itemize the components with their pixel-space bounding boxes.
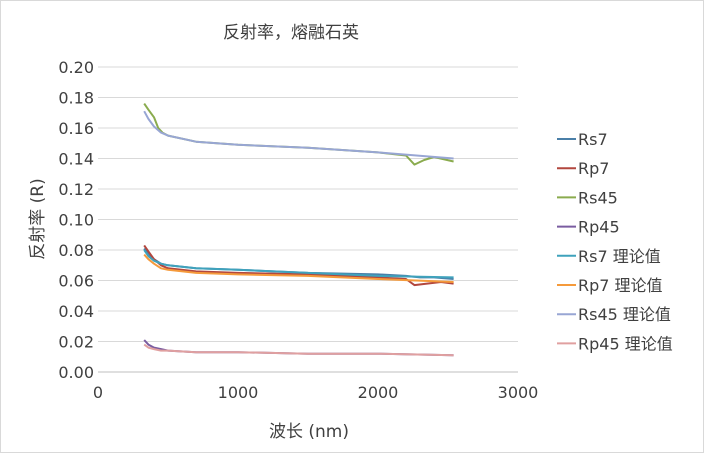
x-tick-label: 1000 bbox=[218, 383, 259, 402]
legend-entry: Rp45 理论值 bbox=[578, 334, 673, 353]
x-tick-label: 0 bbox=[93, 383, 103, 402]
legend-entry: Rp7 bbox=[578, 159, 609, 178]
legend-entry: Rs7 bbox=[578, 130, 608, 149]
y-tick-label: 0.10 bbox=[58, 211, 94, 230]
y-tick-label: 0.18 bbox=[58, 89, 94, 108]
x-axis-label: 波长 (nm) bbox=[269, 422, 349, 442]
legend-entry: Rs45 理论值 bbox=[578, 305, 671, 324]
y-tick-label: 0.04 bbox=[58, 302, 94, 321]
legend-entry: Rs45 bbox=[578, 188, 618, 207]
series-line bbox=[143, 110, 454, 160]
legend-entry: Rp45 bbox=[578, 218, 620, 237]
y-tick-label: 0.14 bbox=[58, 150, 94, 169]
y-tick-label: 0.00 bbox=[58, 363, 94, 382]
legend-entry: Rs7 理论值 bbox=[578, 247, 661, 266]
y-tick-label: 0.06 bbox=[58, 272, 94, 291]
chart-title: 反射率，熔融石英 bbox=[223, 23, 359, 43]
x-tick-label: 3000 bbox=[498, 383, 539, 402]
series-lines bbox=[143, 103, 454, 357]
y-tick-labels: 0.00 0.02 0.04 0.06 0.08 0.10 0.12 0.14 0.16 0.18… bbox=[58, 58, 94, 382]
y-tick-label: 0.08 bbox=[58, 241, 94, 260]
y-tick-label: 0.20 bbox=[58, 58, 94, 77]
series-line bbox=[143, 343, 454, 357]
x-tick-labels: 0 1000 2000 3000 bbox=[93, 383, 538, 402]
x-tick-label: 2000 bbox=[358, 383, 399, 402]
series-line bbox=[143, 253, 454, 283]
series-line bbox=[143, 249, 454, 279]
legend-entry: Rp7 理论值 bbox=[578, 276, 663, 295]
y-tick-label: 0.02 bbox=[58, 333, 94, 352]
legend: Rs7 Rp7 Rs45 Rp45 Rs7 理论值 Rp7 理论值 Rs45 理论值 Rp45… bbox=[557, 130, 673, 353]
y-tick-label: 0.16 bbox=[58, 119, 94, 138]
y-tick-label: 0.12 bbox=[58, 180, 94, 199]
series-line bbox=[143, 244, 454, 287]
y-axis-label: 反射率 (R) bbox=[28, 178, 48, 259]
gridlines bbox=[98, 66, 518, 342]
